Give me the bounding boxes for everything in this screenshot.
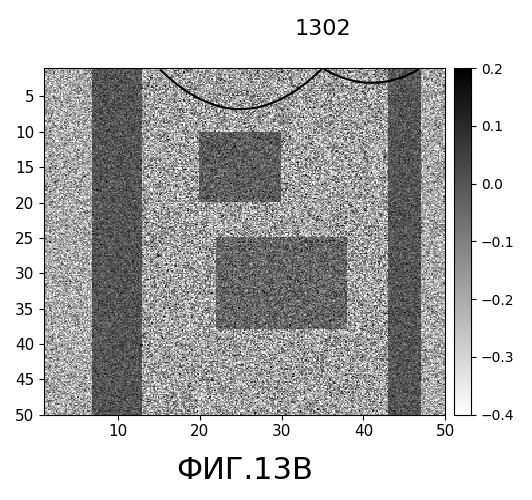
X-axis label: ФИГ.13В: ФИГ.13В <box>176 456 313 485</box>
Text: 1302: 1302 <box>294 20 351 40</box>
